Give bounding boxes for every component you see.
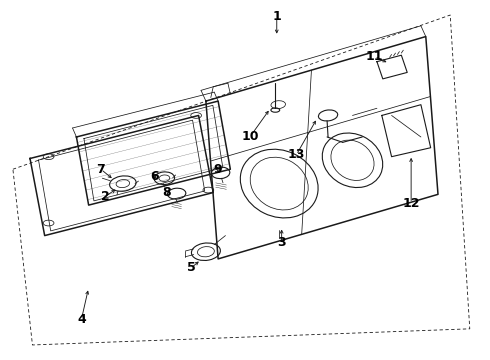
Text: 12: 12 <box>402 197 420 210</box>
Text: 13: 13 <box>288 148 305 161</box>
Text: 7: 7 <box>97 163 105 176</box>
Text: 9: 9 <box>214 163 222 176</box>
Text: 11: 11 <box>366 50 383 63</box>
Text: 1: 1 <box>272 10 281 23</box>
Text: 8: 8 <box>163 186 171 199</box>
Text: 6: 6 <box>150 170 159 183</box>
Text: 5: 5 <box>187 261 196 274</box>
Text: 2: 2 <box>101 190 110 203</box>
Text: 4: 4 <box>77 313 86 327</box>
Text: 10: 10 <box>241 130 259 144</box>
Text: 3: 3 <box>277 236 286 249</box>
